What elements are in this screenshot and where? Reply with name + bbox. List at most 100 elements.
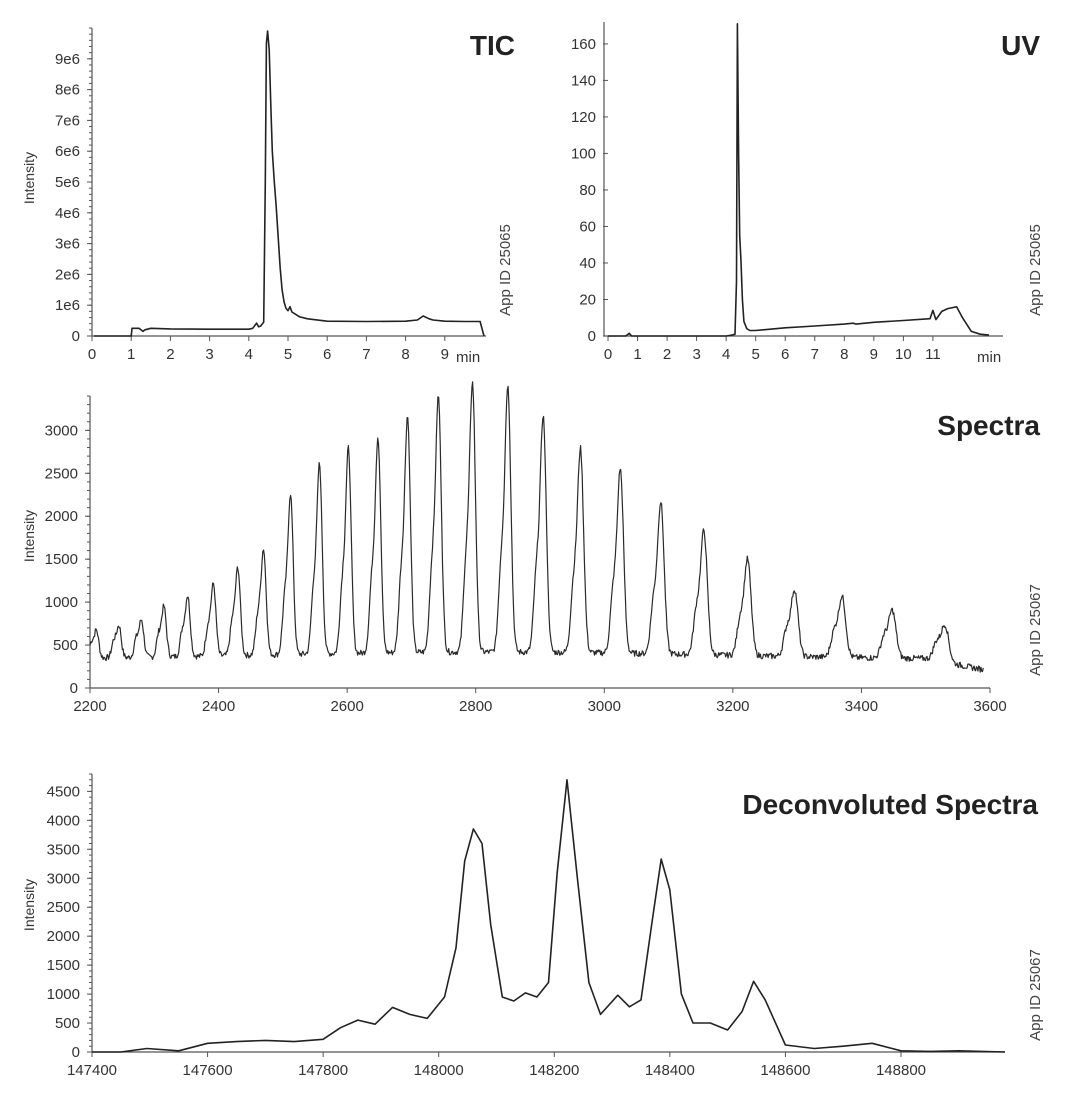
spectra-x-tick-label: 3200 [716,698,749,715]
uv-trace [608,23,990,337]
deconvoluted-y-tick-label: 4500 [47,783,80,800]
tic-x-tick-label: 6 [323,346,331,363]
deconvoluted-x-tick-label: 148000 [414,1062,464,1079]
tic-app-id: App ID 25065 [497,224,514,316]
deconvoluted-y-tick-label: 4000 [47,812,80,829]
spectra-x-ticks: 2200 2400 2600 2800 3000 3200 3400 3600 [73,688,1007,715]
uv-y-ticks: 0 20 40 60 80 100 120 140 160 [571,36,608,345]
spectra-y-tick-label: 500 [53,637,78,654]
tic-y-axis-label: Intensity [21,152,37,204]
tic-y-tick-label: 4e6 [55,205,80,222]
tic-y-tick-label: 3e6 [55,236,80,253]
deconvoluted-app-id: App ID 25067 [1027,949,1044,1041]
tic-y-tick-label: 6e6 [55,143,80,160]
tic-x-tick-label: 1 [127,346,135,363]
spectra-y-axis-label: Intensity [21,510,37,562]
deconvoluted-y-ticks: 0 500 1000 1500 2000 2500 3000 3500 4000 4500 [47,773,92,1061]
spectra-y-tick-label: 1000 [45,594,78,611]
uv-app-id: App ID 25065 [1027,224,1044,316]
tic-x-tick-label: 3 [205,346,213,363]
spectra-trace [89,381,984,673]
deconvoluted-y-tick-label: 2500 [47,899,80,916]
spectra-title: Spectra [937,410,1040,441]
deconvoluted-y-tick-label: 1500 [47,957,80,974]
spectra-y-tick-label: 3000 [45,422,78,439]
deconvoluted-x-tick-label: 148800 [876,1062,926,1079]
deconvoluted-y-tick-label: 3000 [47,870,80,887]
uv-x-tick-label: 6 [781,346,789,363]
uv-x-tick-label: 10 [895,346,912,363]
uv-axes [603,22,1003,337]
uv-x-tick-label: 4 [722,346,730,363]
uv-y-tick-label: 60 [579,218,596,235]
tic-x-tick-label: 5 [284,346,292,363]
tic-x-ticks: 0 1 2 3 4 5 6 7 8 9 [88,336,449,363]
uv-y-tick-label: 100 [571,145,596,162]
tic-x-tick-label: 7 [362,346,370,363]
uv-y-tick-label: 160 [571,36,596,53]
deconvoluted-x-tick-label: 147800 [298,1062,348,1079]
spectra-x-tick-label: 3400 [845,698,878,715]
tic-x-tick-label: 9 [441,346,449,363]
deconvoluted-x-tick-label: 148400 [645,1062,695,1079]
deconvoluted-y-axis-label: Intensity [21,879,37,931]
uv-x-unit: min [977,349,1001,366]
deconvoluted-x-tick-label: 148600 [760,1062,810,1079]
spectra-y-tick-label: 0 [70,680,78,697]
spectra-x-tick-label: 2400 [202,698,235,715]
spectra-axes [89,396,990,689]
uv-y-tick-label: 20 [579,291,596,308]
deconvoluted-y-tick-label: 2000 [47,928,80,945]
uv-x-tick-label: 9 [870,346,878,363]
tic-axes [91,28,486,337]
deconvoluted-x-ticks: 147400 147600 147800 148000 148200 148400 1486… [67,1052,926,1079]
spectra-x-tick-label: 2600 [330,698,363,715]
tic-title: TIC [470,30,515,61]
spectra-y-tick-label: 2500 [45,465,78,482]
uv-y-tick-label: 120 [571,109,596,126]
spectra-y-tick-label: 1500 [45,551,78,568]
tic-y-ticks: 0 1e6 2e6 3e6 4e6 5e6 6e6 7e6 8e6 9e6 [55,27,92,345]
uv-x-tick-label: 5 [752,346,760,363]
tic-x-unit: min [456,349,480,366]
tic-y-tick-label: 7e6 [55,112,80,129]
uv-y-tick-label: 40 [579,255,596,272]
uv-x-tick-label: 2 [663,346,671,363]
deconvoluted-title: Deconvoluted Spectra [742,789,1038,820]
spectra-x-tick-label: 2200 [73,698,106,715]
spectra-x-tick-label: 3600 [973,698,1006,715]
uv-x-ticks: 0 1 2 3 4 5 6 7 8 9 10 11 [604,336,941,363]
uv-x-tick-label: 11 [925,346,941,363]
spectra-panel: 2200 2400 2600 2800 3000 3200 3400 3600 0 500 100… [21,381,1044,715]
deconvoluted-y-tick-label: 1000 [47,986,80,1003]
tic-x-tick-label: 8 [401,346,409,363]
deconvoluted-x-tick-label: 147400 [67,1062,117,1079]
spectra-x-tick-label: 3000 [588,698,621,715]
tic-x-tick-label: 4 [245,346,253,363]
deconvoluted-x-tick-label: 147600 [183,1062,233,1079]
uv-y-tick-label: 80 [579,182,596,199]
deconvoluted-trace [92,779,1006,1053]
uv-x-tick-label: 0 [604,346,612,363]
tic-x-tick-label: 0 [88,346,96,363]
uv-y-tick-label: 0 [588,328,596,345]
tic-y-tick-label: 9e6 [55,51,80,68]
tic-y-tick-label: 1e6 [55,297,80,314]
uv-x-tick-label: 3 [692,346,700,363]
spectra-x-tick-label: 2800 [459,698,492,715]
tic-y-tick-label: 5e6 [55,174,80,191]
spectra-y-tick-label: 2000 [45,508,78,525]
tic-y-tick-label: 8e6 [55,82,80,99]
spectra-app-id: App ID 25067 [1027,584,1044,676]
uv-x-tick-label: 8 [840,346,848,363]
deconvoluted-x-tick-label: 148200 [529,1062,579,1079]
tic-x-tick-label: 2 [166,346,174,363]
deconvoluted-y-tick-label: 0 [72,1044,80,1061]
tic-y-tick-label: 2e6 [55,266,80,283]
uv-y-tick-label: 140 [571,72,596,89]
uv-title: UV [1001,30,1040,61]
uv-x-tick-label: 1 [633,346,641,363]
